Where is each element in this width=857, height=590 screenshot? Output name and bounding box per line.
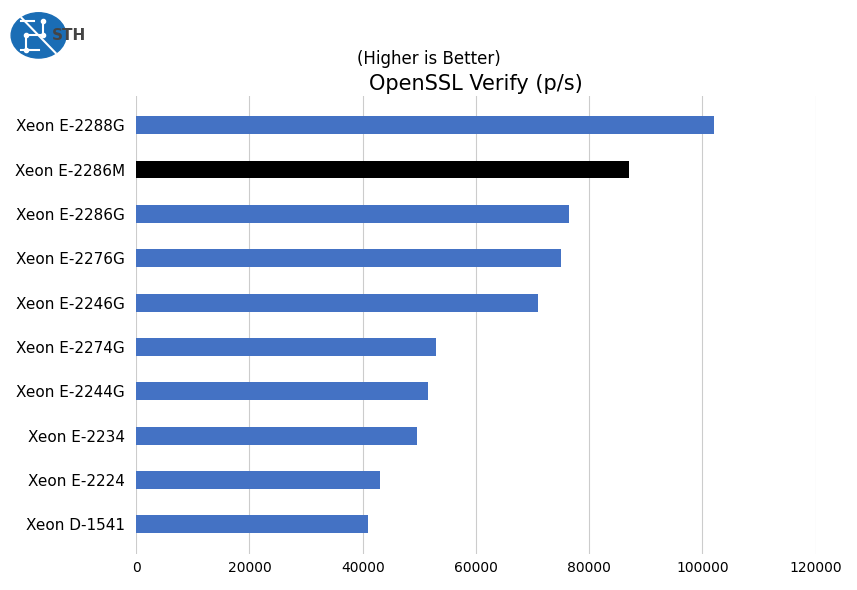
Bar	[136, 250, 560, 267]
Bar	[136, 516, 369, 533]
Bar	[136, 471, 380, 489]
Bar	[136, 160, 629, 179]
Text: STH: STH	[51, 28, 86, 43]
Bar	[136, 294, 538, 312]
Bar	[136, 338, 436, 356]
Bar	[136, 116, 714, 134]
Circle shape	[11, 13, 66, 58]
Text: (Higher is Better): (Higher is Better)	[357, 50, 500, 68]
Bar	[136, 205, 569, 223]
Bar	[136, 427, 417, 444]
Bar	[136, 382, 428, 400]
Title: OpenSSL Verify (p/s): OpenSSL Verify (p/s)	[369, 74, 583, 94]
